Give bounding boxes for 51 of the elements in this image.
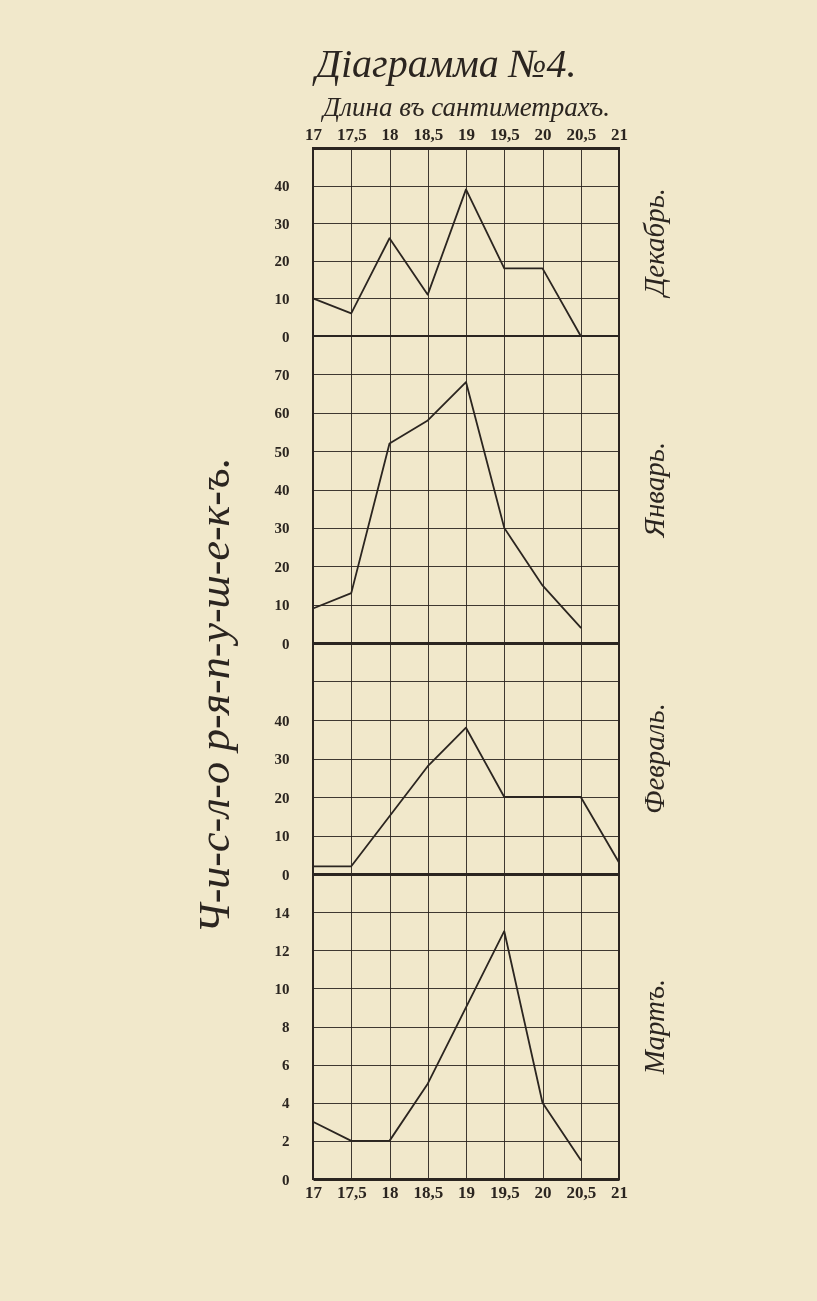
- y-tick-label: 30: [274, 751, 290, 767]
- x-tick-label: 20: [534, 1182, 552, 1202]
- y-tick-label: 40: [274, 482, 290, 498]
- y-tick-label: 70: [274, 366, 290, 383]
- x-tick-label: 19: [458, 124, 475, 144]
- x-tick-label: 19,5: [489, 124, 520, 144]
- y-tick-label: 0: [282, 328, 290, 345]
- x-tick-label: 18: [381, 124, 399, 144]
- x-tick-label: 17: [305, 124, 323, 144]
- x-tick-label: 20,5: [566, 124, 597, 144]
- y-tick-label: 10: [274, 828, 290, 844]
- y-tick-label: 2: [282, 1133, 290, 1150]
- y-tick-label: 4: [282, 1095, 290, 1112]
- x-tick-label: 17,5: [336, 1182, 367, 1202]
- x-tick-label: 20: [534, 124, 552, 144]
- x-tick-label: 17,5: [336, 124, 367, 144]
- y-tick-label: 20: [274, 253, 290, 270]
- y-tick-label: 0: [282, 1171, 290, 1188]
- x-tick-label: 18,5: [413, 1182, 444, 1202]
- y-tick-label: 30: [274, 520, 290, 537]
- y-tick-label: 14: [274, 904, 290, 921]
- y-tick-label: 30: [274, 215, 290, 232]
- chart-title: Діаграмма №4.: [311, 41, 577, 86]
- y-tick-label: 20: [274, 789, 290, 806]
- x-tick-label: 18,5: [413, 124, 444, 144]
- text: Февраль.: [638, 703, 670, 814]
- y-tick-label: 10: [274, 597, 290, 614]
- x-tick-label: 17: [305, 1182, 323, 1202]
- y-tick-label: 0: [282, 866, 290, 883]
- x-tick-label: 18: [381, 1182, 399, 1202]
- x-axis-title: Длина въ сантиметрахъ.: [320, 91, 610, 122]
- y-tick-label: 40: [274, 712, 290, 729]
- y-tick-label: 12: [274, 942, 290, 959]
- y-tick-label: 10: [274, 290, 290, 307]
- x-tick-label: 20,5: [566, 1182, 597, 1202]
- y-tick-label: 6: [282, 1057, 290, 1074]
- y-tick-label: 40: [274, 178, 290, 195]
- y-tick-label: 10: [274, 980, 290, 997]
- x-tick-label: 21: [611, 1182, 628, 1202]
- x-tick-label: 21: [611, 124, 628, 144]
- text: Декабрь.: [638, 187, 670, 300]
- y-tick-label: 8: [282, 1019, 290, 1035]
- x-tick-label: 19,5: [489, 1182, 520, 1202]
- text: Январь.: [638, 441, 670, 539]
- y-tick-label: 0: [282, 635, 290, 652]
- y-tick-label: 60: [274, 405, 290, 422]
- text: Мартъ.: [638, 978, 670, 1076]
- y-tick-label: 20: [274, 558, 290, 575]
- y-axis-title: Ч-и-с-л-о р-я-п-у-ш-е-к-ъ.: [189, 457, 239, 934]
- y-tick-label: 50: [274, 443, 290, 460]
- x-tick-label: 19: [458, 1182, 475, 1202]
